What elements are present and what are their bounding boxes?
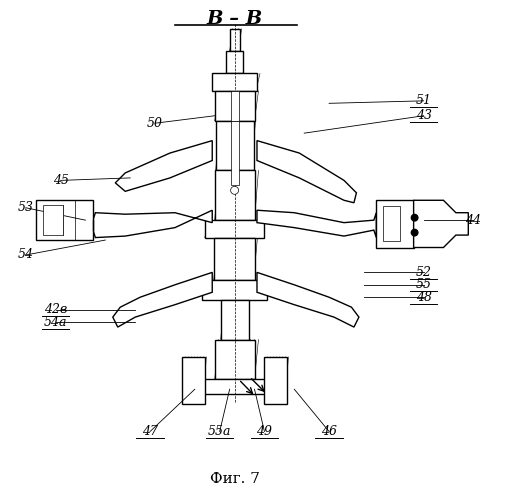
Circle shape xyxy=(411,228,418,236)
Polygon shape xyxy=(257,210,376,238)
Text: 43: 43 xyxy=(415,110,432,122)
Text: 46: 46 xyxy=(321,425,337,438)
Polygon shape xyxy=(257,272,359,327)
Bar xyxy=(215,170,254,220)
Bar xyxy=(214,238,256,280)
Bar xyxy=(200,380,269,394)
Bar xyxy=(212,74,257,91)
Bar xyxy=(230,28,240,51)
Text: 53: 53 xyxy=(18,201,34,214)
Text: 45: 45 xyxy=(52,174,69,187)
Text: 44: 44 xyxy=(465,214,482,226)
Text: 49: 49 xyxy=(257,425,272,438)
Text: 55: 55 xyxy=(415,278,432,291)
Text: 54: 54 xyxy=(18,248,34,262)
Bar xyxy=(182,357,205,404)
Circle shape xyxy=(231,186,239,194)
Polygon shape xyxy=(115,140,212,192)
Text: 51: 51 xyxy=(415,94,432,108)
Bar xyxy=(231,91,239,120)
Bar xyxy=(383,206,400,241)
Bar xyxy=(226,51,243,74)
Bar xyxy=(205,220,265,238)
Text: 52: 52 xyxy=(415,266,432,279)
Text: В – В: В – В xyxy=(207,10,263,28)
Bar xyxy=(215,91,254,120)
Polygon shape xyxy=(414,200,468,248)
Text: 50: 50 xyxy=(147,116,163,130)
Bar xyxy=(43,205,63,235)
Text: 54а: 54а xyxy=(44,316,67,328)
Polygon shape xyxy=(257,140,356,203)
Bar xyxy=(216,120,253,170)
Polygon shape xyxy=(93,210,212,238)
Bar xyxy=(215,340,254,380)
Text: 47: 47 xyxy=(142,425,158,438)
Bar xyxy=(265,357,287,404)
Bar xyxy=(221,300,248,340)
Text: Фиг. 7: Фиг. 7 xyxy=(210,472,260,486)
Text: 55а: 55а xyxy=(208,425,232,438)
Bar xyxy=(231,120,239,186)
Text: 42в: 42в xyxy=(44,303,67,316)
Text: 48: 48 xyxy=(415,290,432,304)
Bar xyxy=(376,200,414,248)
Polygon shape xyxy=(113,272,212,327)
Circle shape xyxy=(411,214,418,222)
Bar xyxy=(36,200,93,240)
Bar xyxy=(202,280,267,299)
